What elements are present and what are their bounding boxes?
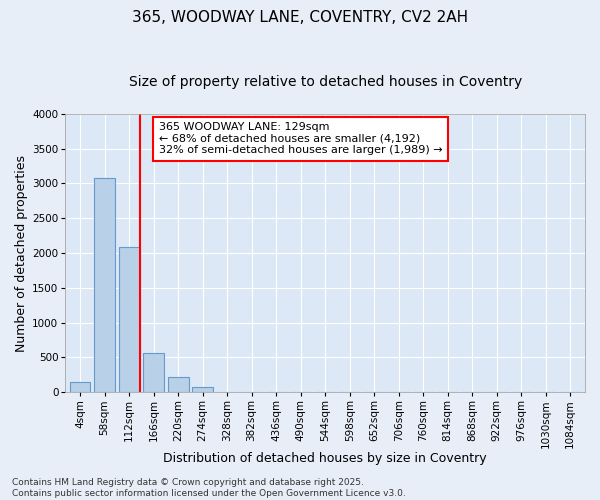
Bar	[192, 387, 213, 392]
Bar	[143, 352, 164, 393]
X-axis label: Distribution of detached houses by size in Coventry: Distribution of detached houses by size …	[163, 452, 487, 465]
Title: Size of property relative to detached houses in Coventry: Size of property relative to detached ho…	[128, 75, 522, 89]
Bar	[119, 248, 140, 392]
Y-axis label: Number of detached properties: Number of detached properties	[15, 154, 28, 352]
Text: Contains HM Land Registry data © Crown copyright and database right 2025.
Contai: Contains HM Land Registry data © Crown c…	[12, 478, 406, 498]
Bar	[70, 382, 91, 392]
Text: 365, WOODWAY LANE, COVENTRY, CV2 2AH: 365, WOODWAY LANE, COVENTRY, CV2 2AH	[132, 10, 468, 25]
Text: 365 WOODWAY LANE: 129sqm
← 68% of detached houses are smaller (4,192)
32% of sem: 365 WOODWAY LANE: 129sqm ← 68% of detach…	[159, 122, 443, 156]
Bar	[167, 377, 188, 392]
Bar	[94, 178, 115, 392]
